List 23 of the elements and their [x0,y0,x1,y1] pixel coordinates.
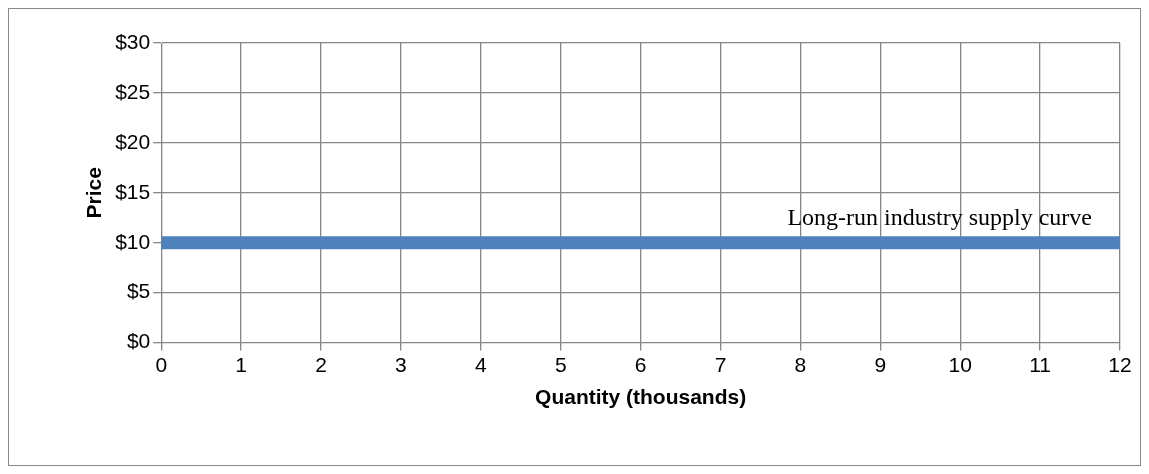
x-tick-label: 11 [1029,353,1052,376]
x-tick-label: 8 [794,353,807,376]
x-tick-label: 7 [714,353,727,376]
x-tick-label: 0 [155,353,168,376]
y-tick-label: $20 [115,129,151,153]
y-tick-label: $5 [126,279,151,303]
x-tick-label: 3 [395,353,407,376]
x-axis-title: Quantity (thousands) [535,385,747,409]
y-tick-label: $15 [115,179,151,203]
y-tick-label: $10 [115,229,151,253]
y-axis-title: Price [82,167,106,219]
x-tick-label: 12 [1108,353,1132,376]
y-tick-label: $25 [115,79,151,103]
y-tick-label: $0 [126,329,151,353]
series-label: Long-run industry supply curve [787,204,1092,231]
x-tick-label: 2 [315,353,327,376]
y-tick-label: $30 [115,29,151,53]
x-tick-label: 6 [634,353,647,376]
x-tick-label: 9 [874,353,887,376]
x-tick-label: 1 [235,353,247,376]
x-tick-label: 5 [554,353,567,376]
x-tick-label: 4 [474,353,487,376]
x-tick-label: 10 [948,353,972,376]
